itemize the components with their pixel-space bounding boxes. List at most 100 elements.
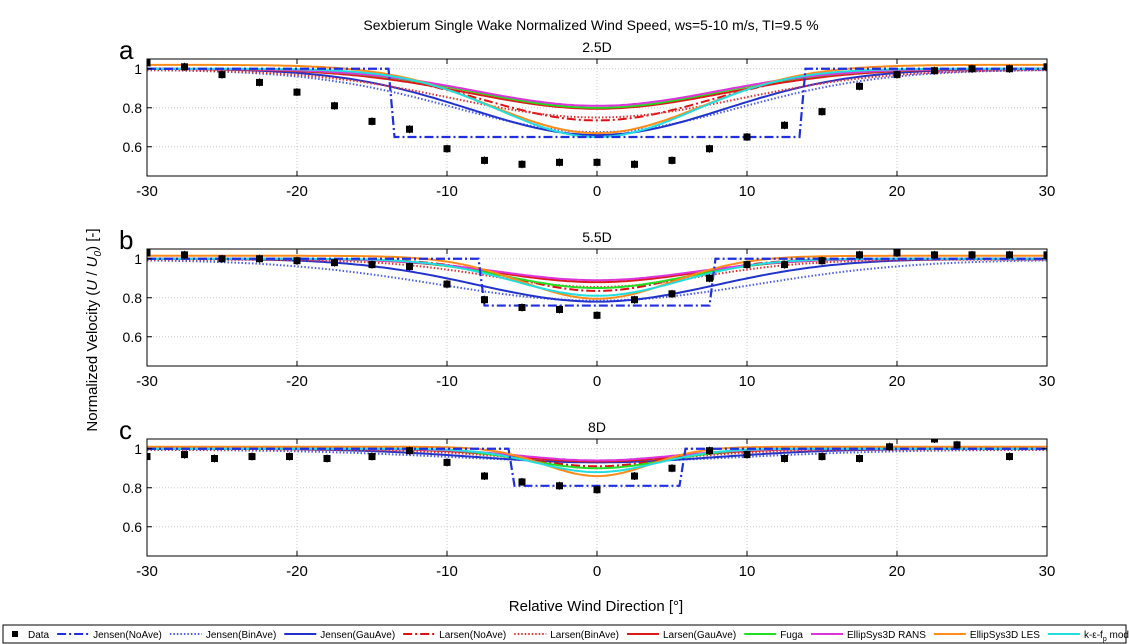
legend-label: Larsen(NoAve) — [439, 630, 506, 641]
plot-area — [147, 439, 1047, 556]
legend-label: Jensen(NoAve) — [93, 630, 162, 641]
data-point — [443, 145, 451, 153]
data-point — [181, 451, 188, 459]
x-tick-label: -30 — [136, 183, 158, 200]
legend-label: Jensen(BinAve) — [206, 630, 276, 641]
data-point — [593, 486, 601, 494]
data-point — [743, 261, 751, 269]
data-point — [481, 472, 488, 480]
series-line-jensen_noave — [147, 257, 1047, 307]
data-point — [286, 453, 293, 461]
data-point — [593, 311, 601, 319]
legend-item-keps: k-ε-fp model — [1047, 630, 1129, 643]
x-tick-label: 20 — [889, 373, 906, 390]
legend-item-jensen_gauave: Jensen(GauAve) — [284, 630, 395, 641]
data-point — [781, 261, 788, 269]
series-line-ellipsys_les — [147, 445, 1047, 478]
data-point — [631, 160, 638, 168]
data-point — [211, 455, 218, 462]
data-point — [518, 160, 526, 168]
data-point — [331, 259, 338, 267]
data-point — [406, 125, 413, 133]
data-point — [481, 156, 488, 164]
data-point — [1043, 251, 1047, 259]
legend-marker — [12, 631, 18, 637]
y-tick-label: 1 — [134, 61, 142, 77]
x-tick-label: 0 — [593, 183, 601, 200]
legend-item-data: Data — [12, 630, 50, 641]
data-point — [518, 478, 526, 486]
data-point — [406, 447, 413, 455]
data-point — [781, 455, 788, 462]
data-point — [293, 88, 301, 96]
legend-item-fuga: Fuga — [744, 630, 803, 641]
data-point — [668, 290, 676, 298]
data-point — [706, 447, 713, 455]
data-point — [631, 296, 638, 304]
data-point — [248, 453, 256, 461]
data-point — [668, 464, 676, 472]
legend-label: Fuga — [780, 630, 803, 641]
y-tick-label: 0.6 — [123, 519, 143, 535]
data-point — [706, 145, 713, 153]
series-line-jensen_noave — [147, 67, 1047, 139]
data-point — [818, 453, 826, 461]
data-point — [518, 304, 526, 311]
data-point — [743, 133, 751, 141]
panel-letter: a — [119, 35, 134, 65]
data-point — [968, 65, 976, 73]
data-point — [1006, 453, 1013, 461]
data-point — [368, 453, 376, 461]
legend-item-larsen_gauave: Larsen(GauAve) — [626, 630, 736, 641]
x-tick-label: 30 — [1039, 183, 1056, 200]
data-point — [331, 102, 338, 110]
legend-label: Larsen(BinAve) — [550, 630, 619, 641]
plot-lines — [147, 59, 1047, 169]
x-tick-label: 20 — [889, 563, 906, 580]
panel-title: 5.5D — [582, 229, 612, 245]
legend-box — [2, 624, 1127, 644]
data-point — [818, 257, 826, 265]
data-point — [556, 158, 563, 166]
data-point — [931, 439, 938, 443]
x-tick-label: 20 — [889, 183, 906, 200]
data-point — [368, 261, 376, 269]
panels: -30 -20 -10 0 10 20 300.60.812.5Da-30 -20 -10 0 10… — [119, 35, 1055, 580]
legend-item-jensen_binave: Jensen(BinAve) — [169, 630, 276, 641]
legend-label: Jensen(GauAve) — [320, 630, 395, 641]
data-point — [931, 251, 938, 259]
legend: Data Jensen(NoAve) Jensen(BinAve) Jensen(Ga… — [2, 624, 1129, 644]
data-point — [856, 455, 863, 462]
x-tick-label: 30 — [1039, 373, 1056, 390]
x-tick-label: 0 — [593, 373, 601, 390]
data-point — [953, 441, 961, 449]
data-point — [1043, 63, 1047, 71]
data-point — [593, 158, 601, 166]
data-point — [443, 280, 451, 288]
data-point — [181, 63, 188, 71]
data-point — [556, 482, 563, 490]
legend-label: EllipSys3D LES — [970, 630, 1040, 641]
figure-title: Sexbierum Single Wake Normalized Wind Sp… — [363, 17, 818, 33]
x-tick-label: -10 — [436, 563, 458, 580]
data-point — [706, 274, 713, 282]
y-tick-label: 1 — [134, 251, 142, 267]
data-point — [781, 121, 788, 129]
panel-a: -30 -20 -10 0 10 20 30 0.6 0.8 1 2.5D a — [119, 35, 1055, 200]
data-point — [856, 82, 863, 90]
data-point — [406, 263, 413, 271]
data-point — [743, 451, 751, 459]
y-tick-label: 0.8 — [123, 480, 143, 496]
x-tick-label: 10 — [739, 563, 756, 580]
data-point — [893, 71, 901, 79]
data-point — [293, 257, 301, 265]
legend-label: EllipSys3D RANS — [847, 630, 926, 641]
data-point — [443, 458, 451, 466]
data-point — [218, 255, 226, 263]
legend-item-larsen_noave: Larsen(NoAve) — [403, 630, 506, 641]
legend-items: Data Jensen(NoAve) Jensen(BinAve) Jensen(Ga… — [12, 630, 1129, 643]
data-point — [556, 305, 563, 313]
data-point — [968, 251, 976, 259]
series-line-jensen_binave — [147, 448, 1047, 463]
